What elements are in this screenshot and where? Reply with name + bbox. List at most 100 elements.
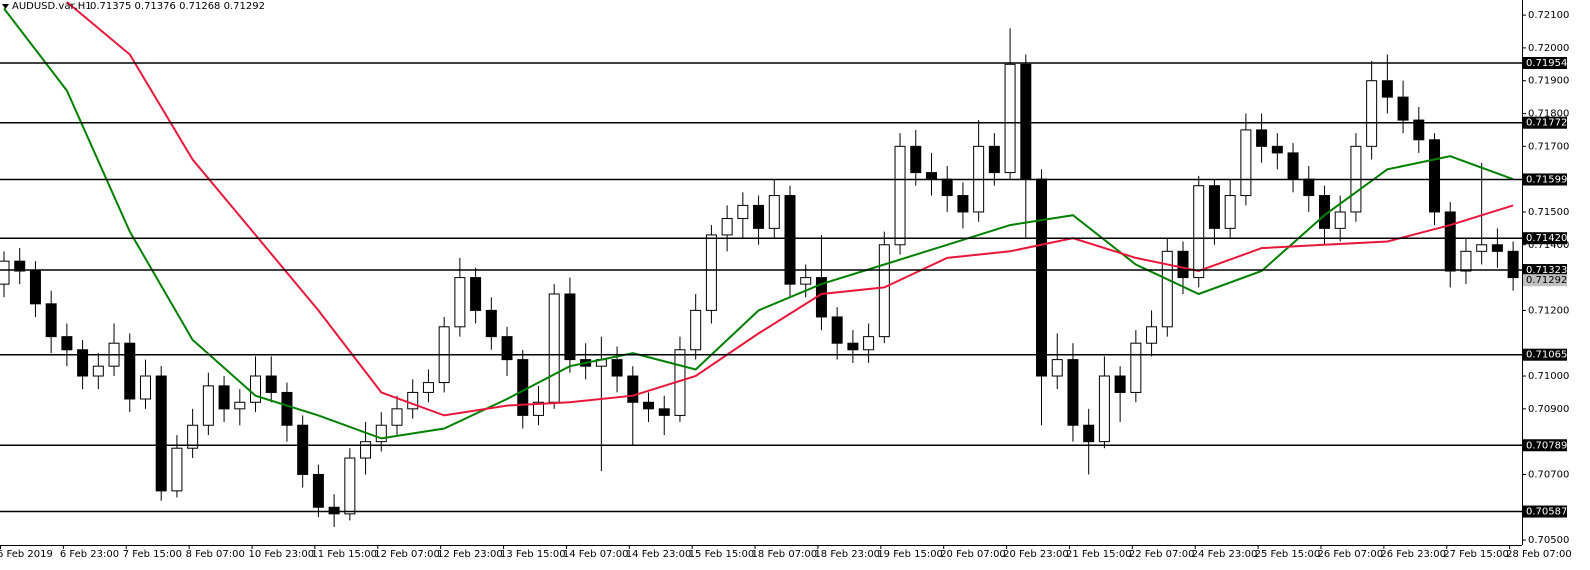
candle-body bbox=[1083, 424, 1095, 443]
y-tick-label: 0.71900 bbox=[1528, 76, 1569, 87]
level-label-box bbox=[1523, 505, 1567, 518]
candle-body bbox=[1161, 250, 1173, 328]
x-tick-label: 7 Feb 15:00 bbox=[123, 549, 182, 560]
level-label: 0.70587 bbox=[1526, 507, 1567, 518]
level-label-box bbox=[1523, 348, 1567, 361]
candle-body bbox=[454, 277, 466, 328]
x-tick-label: 27 Feb 15:00 bbox=[1443, 549, 1509, 560]
candle-body bbox=[1303, 178, 1315, 197]
candle-body bbox=[92, 365, 104, 377]
x-tick-label: 19 Feb 15:00 bbox=[877, 549, 943, 560]
candle-body bbox=[878, 244, 890, 338]
candle-body bbox=[124, 342, 136, 400]
candle-body bbox=[360, 441, 372, 459]
x-tick-label: 20 Feb 23:00 bbox=[1003, 549, 1069, 560]
y-tick-label: 0.70700 bbox=[1528, 469, 1569, 480]
candle-body bbox=[202, 385, 214, 426]
candle-body bbox=[753, 204, 765, 229]
y-tick-label: 0.72100 bbox=[1528, 10, 1569, 21]
candle-body bbox=[218, 385, 230, 410]
y-tick-label: 0.71200 bbox=[1528, 305, 1569, 316]
candle-body bbox=[737, 204, 749, 220]
candle-body bbox=[831, 316, 843, 344]
x-tick-label: 22 Feb 07:00 bbox=[1129, 549, 1195, 560]
axes: 0.72100 0.72000 0.71900 0.71800 0.71700 0.715… bbox=[0, 10, 1572, 560]
candle-body bbox=[1224, 195, 1236, 229]
y-tick-label: 0.72000 bbox=[1528, 43, 1569, 54]
chart-info: 0.71375 0.71376 0.71268 0.71292 bbox=[90, 1, 265, 12]
x-tick-label: 25 Feb 15:00 bbox=[1255, 549, 1321, 560]
candle-body bbox=[627, 375, 639, 403]
x-tick-label: 28 Feb 07:00 bbox=[1506, 549, 1572, 560]
candle-body bbox=[1146, 326, 1158, 344]
level-label: 0.71954 bbox=[1526, 58, 1567, 69]
candle-body bbox=[1256, 129, 1268, 147]
candle-body bbox=[312, 473, 324, 508]
candle-body bbox=[863, 336, 875, 351]
candle-body bbox=[1334, 211, 1346, 229]
x-tick-label: 18 Feb 07:00 bbox=[752, 549, 818, 560]
candle-body bbox=[957, 195, 969, 213]
candle-body bbox=[328, 506, 340, 515]
candle-body bbox=[548, 293, 560, 403]
y-tick-label: 0.71800 bbox=[1528, 109, 1569, 120]
candle-body bbox=[800, 277, 812, 285]
candle-body bbox=[690, 309, 702, 351]
candle-body bbox=[77, 349, 89, 377]
x-tick-label: 6 Feb 23:00 bbox=[60, 549, 119, 560]
level-label-box bbox=[1523, 56, 1567, 69]
candle-body bbox=[45, 303, 57, 338]
candle-body bbox=[1429, 139, 1441, 213]
candle-body bbox=[250, 375, 262, 403]
menu-arrow[interactable] bbox=[2, 4, 9, 9]
level-label-box bbox=[1523, 264, 1567, 277]
candle-body bbox=[375, 424, 387, 443]
y-tick-label: 0.70900 bbox=[1528, 404, 1569, 415]
ma-line bbox=[66, 1, 1514, 417]
candle-body bbox=[281, 391, 293, 426]
x-tick-label: 15 Feb 15:00 bbox=[689, 549, 755, 560]
level-label: 0.71420 bbox=[1526, 233, 1567, 244]
candle-body bbox=[14, 260, 26, 272]
candle-body bbox=[611, 359, 623, 377]
x-tick-label: 18 Feb 23:00 bbox=[814, 549, 880, 560]
x-tick-label: 11 Feb 15:00 bbox=[311, 549, 377, 560]
plot-area bbox=[0, 1, 1522, 527]
candle-body bbox=[988, 145, 1000, 174]
x-tick-label: 14 Feb 07:00 bbox=[563, 549, 629, 560]
candle-body bbox=[1130, 342, 1142, 393]
candle-body bbox=[1397, 96, 1409, 121]
candle-body bbox=[1491, 244, 1503, 252]
x-tick-label: 12 Feb 07:00 bbox=[374, 549, 440, 560]
candle-body bbox=[344, 457, 356, 515]
candle-body bbox=[187, 424, 199, 449]
x-tick-label: 12 Feb 23:00 bbox=[437, 549, 503, 560]
candle-body bbox=[171, 447, 183, 492]
y-tick-label: 0.70500 bbox=[1528, 535, 1569, 546]
candle-body bbox=[139, 375, 151, 400]
level-label-box bbox=[1523, 173, 1567, 186]
candle-body bbox=[1271, 145, 1283, 154]
candle-body bbox=[501, 336, 513, 361]
x-tick-label: 26 Feb 23:00 bbox=[1380, 549, 1446, 560]
candle-body bbox=[658, 408, 670, 416]
level-label: 0.71065 bbox=[1526, 350, 1567, 361]
y-tick-label: 0.71700 bbox=[1528, 141, 1569, 152]
candle-body bbox=[1366, 80, 1378, 147]
candle-body bbox=[485, 309, 497, 338]
level-label-box bbox=[1523, 116, 1567, 129]
candle-body bbox=[532, 401, 544, 416]
y-tick-label: 0.71500 bbox=[1528, 207, 1569, 218]
y-tick-label: 0.71000 bbox=[1528, 371, 1569, 382]
level-label-box bbox=[1523, 439, 1567, 452]
candle-body bbox=[705, 234, 717, 311]
candle-body bbox=[1507, 250, 1519, 279]
candle-body bbox=[643, 401, 655, 410]
candle-body bbox=[941, 178, 953, 197]
candle-body bbox=[1381, 80, 1393, 98]
x-tick-label: 14 Feb 23:00 bbox=[626, 549, 692, 560]
chart-title: AUDUSD.var,H1 bbox=[12, 1, 92, 12]
y-tick-label: 0.71400 bbox=[1528, 240, 1569, 251]
